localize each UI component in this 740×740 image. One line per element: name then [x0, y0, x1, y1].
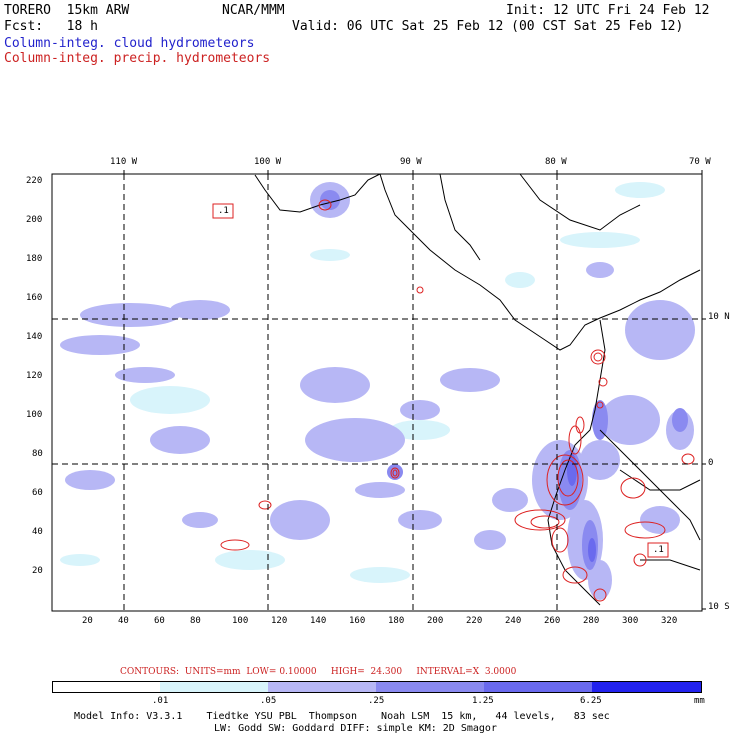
forecast-hour: Fcst: 18 h — [4, 19, 98, 34]
y-tick: 140 — [26, 332, 43, 342]
x-tick: 280 — [583, 616, 600, 626]
x-tick: 120 — [271, 616, 288, 626]
y-tick: 80 — [32, 449, 43, 459]
y-tick: 20 — [32, 566, 43, 576]
lon-label-90w: 90 W — [400, 157, 422, 167]
lon-label-110w: 110 W — [110, 157, 138, 167]
colorbar-fill — [52, 681, 702, 693]
coastlines — [254, 173, 701, 606]
x-tick: 260 — [544, 616, 561, 626]
x-tick: 20 — [82, 616, 93, 626]
y-tick: 160 — [26, 293, 43, 303]
y-tick: 180 — [26, 254, 43, 264]
y-tick: 40 — [32, 527, 43, 537]
x-tick: 160 — [349, 616, 366, 626]
x-tick: 140 — [310, 616, 327, 626]
lat-label-10n: 10 N — [708, 312, 730, 322]
contour-label-box — [647, 542, 669, 558]
map-frame — [51, 173, 703, 612]
y-tick: 100 — [26, 410, 43, 420]
contours-info: CONTOURS: UNITS=mm LOW= 0.10000 HIGH= 24… — [120, 667, 517, 677]
field-precip-label: Column-integ. precip. hydrometeors — [4, 51, 271, 66]
contour-label: .1 — [653, 545, 664, 555]
lon-label-70w: 70 W — [689, 157, 711, 167]
x-tick: 300 — [622, 616, 639, 626]
colorbar-label: .05 — [260, 696, 277, 706]
init-time: Init: 12 UTC Fri 24 Feb 12 — [506, 3, 710, 18]
x-tick: 220 — [466, 616, 483, 626]
cloud-field — [60, 182, 695, 600]
x-tick: 320 — [661, 616, 678, 626]
x-tick: 100 — [232, 616, 249, 626]
physics-info: LW: Godd SW: Goddard DIFF: simple KM: 2D… — [214, 723, 497, 734]
colorbar-label: 6.25 — [580, 696, 602, 706]
y-tick: 200 — [26, 215, 43, 225]
y-tick: 60 — [32, 488, 43, 498]
lon-label-100w: 100 W — [254, 157, 282, 167]
y-tick: 220 — [26, 176, 43, 186]
grid-lines — [52, 174, 702, 611]
x-tick: 60 — [154, 616, 165, 626]
y-tick: 120 — [26, 371, 43, 381]
model-title: TORERO 15km ARW — [4, 3, 130, 18]
x-tick: 80 — [190, 616, 201, 626]
precip-contours — [220, 199, 695, 602]
lat-label-0: 0 — [708, 458, 714, 468]
x-tick: 180 — [388, 616, 405, 626]
colorbar-label: .25 — [368, 696, 385, 706]
valid-time: Valid: 06 UTC Sat 25 Feb 12 (00 CST Sat … — [292, 19, 684, 34]
x-tick: 40 — [118, 616, 129, 626]
contour-label-box — [212, 203, 234, 219]
colorbar-unit: mm — [694, 696, 705, 706]
x-tick: 200 — [427, 616, 444, 626]
colorbar-label: 1.25 — [472, 696, 494, 706]
frame-ticks — [123, 170, 706, 610]
x-tick: 240 — [505, 616, 522, 626]
model-info: Model Info: V3.3.1 Tiedtke YSU PBL Thomp… — [74, 711, 610, 722]
contour-label: .1 — [218, 206, 229, 216]
colorbar-label: .01 — [152, 696, 169, 706]
lon-label-80w: 80 W — [545, 157, 567, 167]
org-label: NCAR/MMM — [222, 3, 285, 18]
field-cloud-label: Column-integ. cloud hydrometeors — [4, 36, 255, 51]
lat-label-10s: 10 S — [708, 602, 730, 612]
